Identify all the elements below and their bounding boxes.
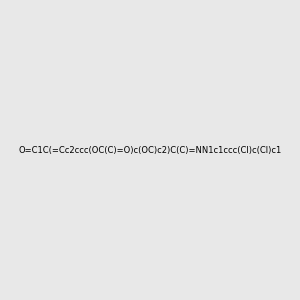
Text: O=C1C(=Cc2ccc(OC(C)=O)c(OC)c2)C(C)=NN1c1ccc(Cl)c(Cl)c1: O=C1C(=Cc2ccc(OC(C)=O)c(OC)c2)C(C)=NN1c1… [18,146,282,154]
